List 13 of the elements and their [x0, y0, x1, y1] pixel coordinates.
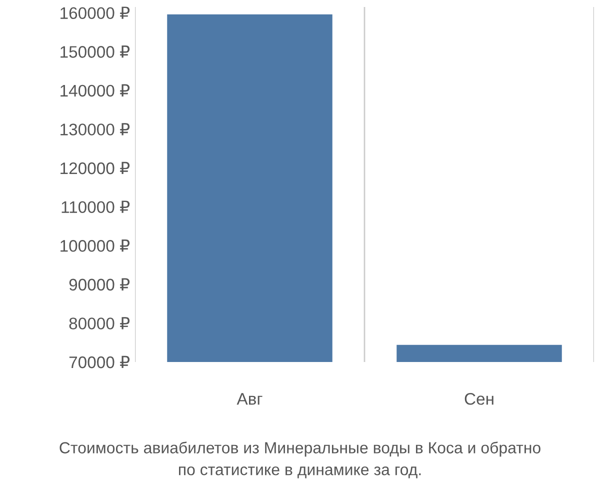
y-tick-label: 110000 ₽ — [62, 200, 130, 214]
y-tick-label: 100000 ₽ — [60, 239, 130, 252]
x-tick-label: Авг — [236, 393, 262, 405]
text: Стоимость авиабилетов из Минеральные воды в Коса и обратно по статистике в динамике за год. — [60, 442, 540, 478]
y-tick-label: 80000 ₽ — [69, 317, 130, 330]
y-tick-label: 150000 ₽ — [60, 46, 130, 58]
x-tick-label: Сен — [464, 392, 494, 405]
y-tick-label: 130000 ₽ — [60, 123, 130, 136]
y-tick-label: 120000 ₽ — [60, 162, 130, 174]
y-tick-label: 70000 ₽ — [69, 356, 130, 368]
y-tick-label: 90000 ₽ — [69, 278, 130, 291]
y-tick-label: 160000 ₽ — [60, 6, 130, 20]
y-tick-label: 140000 ₽ — [60, 84, 130, 97]
